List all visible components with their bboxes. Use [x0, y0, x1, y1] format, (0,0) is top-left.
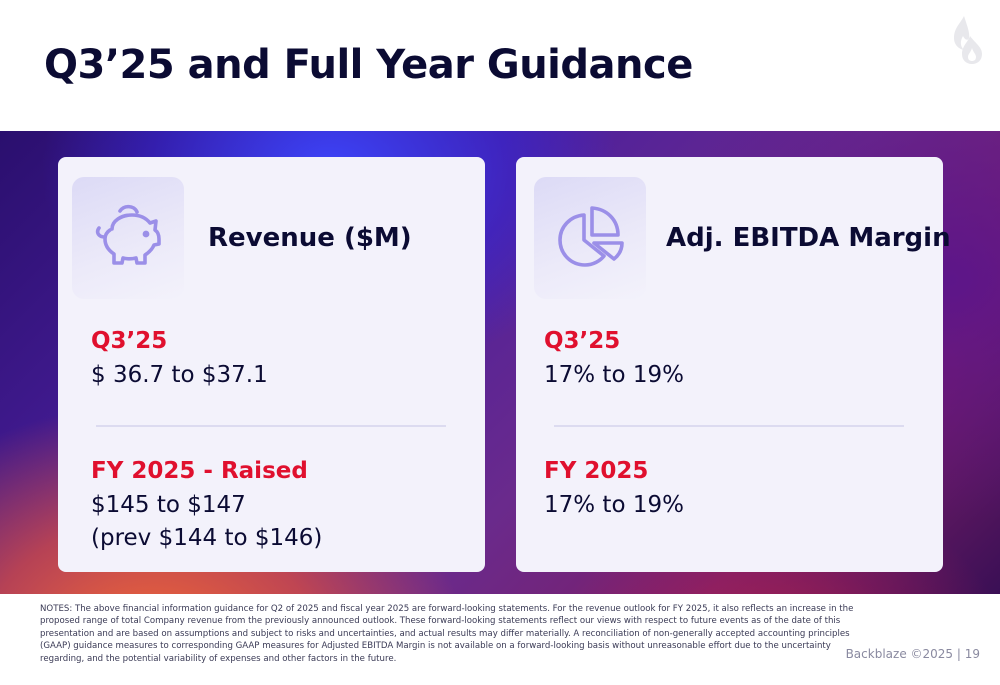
revenue-divider — [96, 425, 446, 427]
forward-looking-notes: NOTES: The above financial information g… — [40, 604, 854, 664]
backblaze-flame-logo-icon — [954, 16, 982, 64]
revenue-fy-label: FY 2025 - Raised — [91, 458, 308, 484]
revenue-q3-label: Q3’25 — [91, 328, 168, 354]
ebitda-guidance-card: Adj. EBITDA Margin Q3’25 17% to 19% FY 2… — [516, 157, 951, 572]
footer-copyright-page: Backblaze ©2025 | 19 — [845, 647, 980, 661]
revenue-heading: Revenue ($M) — [208, 223, 412, 253]
ebitda-heading: Adj. EBITDA Margin — [666, 223, 951, 253]
revenue-guidance-card: Revenue ($M) Q3’25 $ 36.7 to $37.1 FY 20… — [58, 157, 485, 572]
revenue-fy-value: $145 to $147 — [91, 492, 246, 518]
revenue-q3-value: $ 36.7 to $37.1 — [91, 362, 268, 388]
piggy-bank-icon — [95, 204, 161, 265]
ebitda-fy-label: FY 2025 — [544, 458, 649, 484]
revenue-fy-previous: (prev $144 to $146) — [91, 525, 323, 551]
pie-chart-icon — [558, 206, 624, 267]
ebitda-divider — [554, 425, 904, 427]
page-title: Q3’25 and Full Year Guidance — [44, 42, 693, 88]
ebitda-q3-label: Q3’25 — [544, 328, 621, 354]
ebitda-icon-tile — [534, 177, 646, 299]
ebitda-q3-value: 17% to 19% — [544, 362, 684, 388]
ebitda-fy-value: 17% to 19% — [544, 492, 684, 518]
revenue-icon-tile — [72, 177, 184, 299]
